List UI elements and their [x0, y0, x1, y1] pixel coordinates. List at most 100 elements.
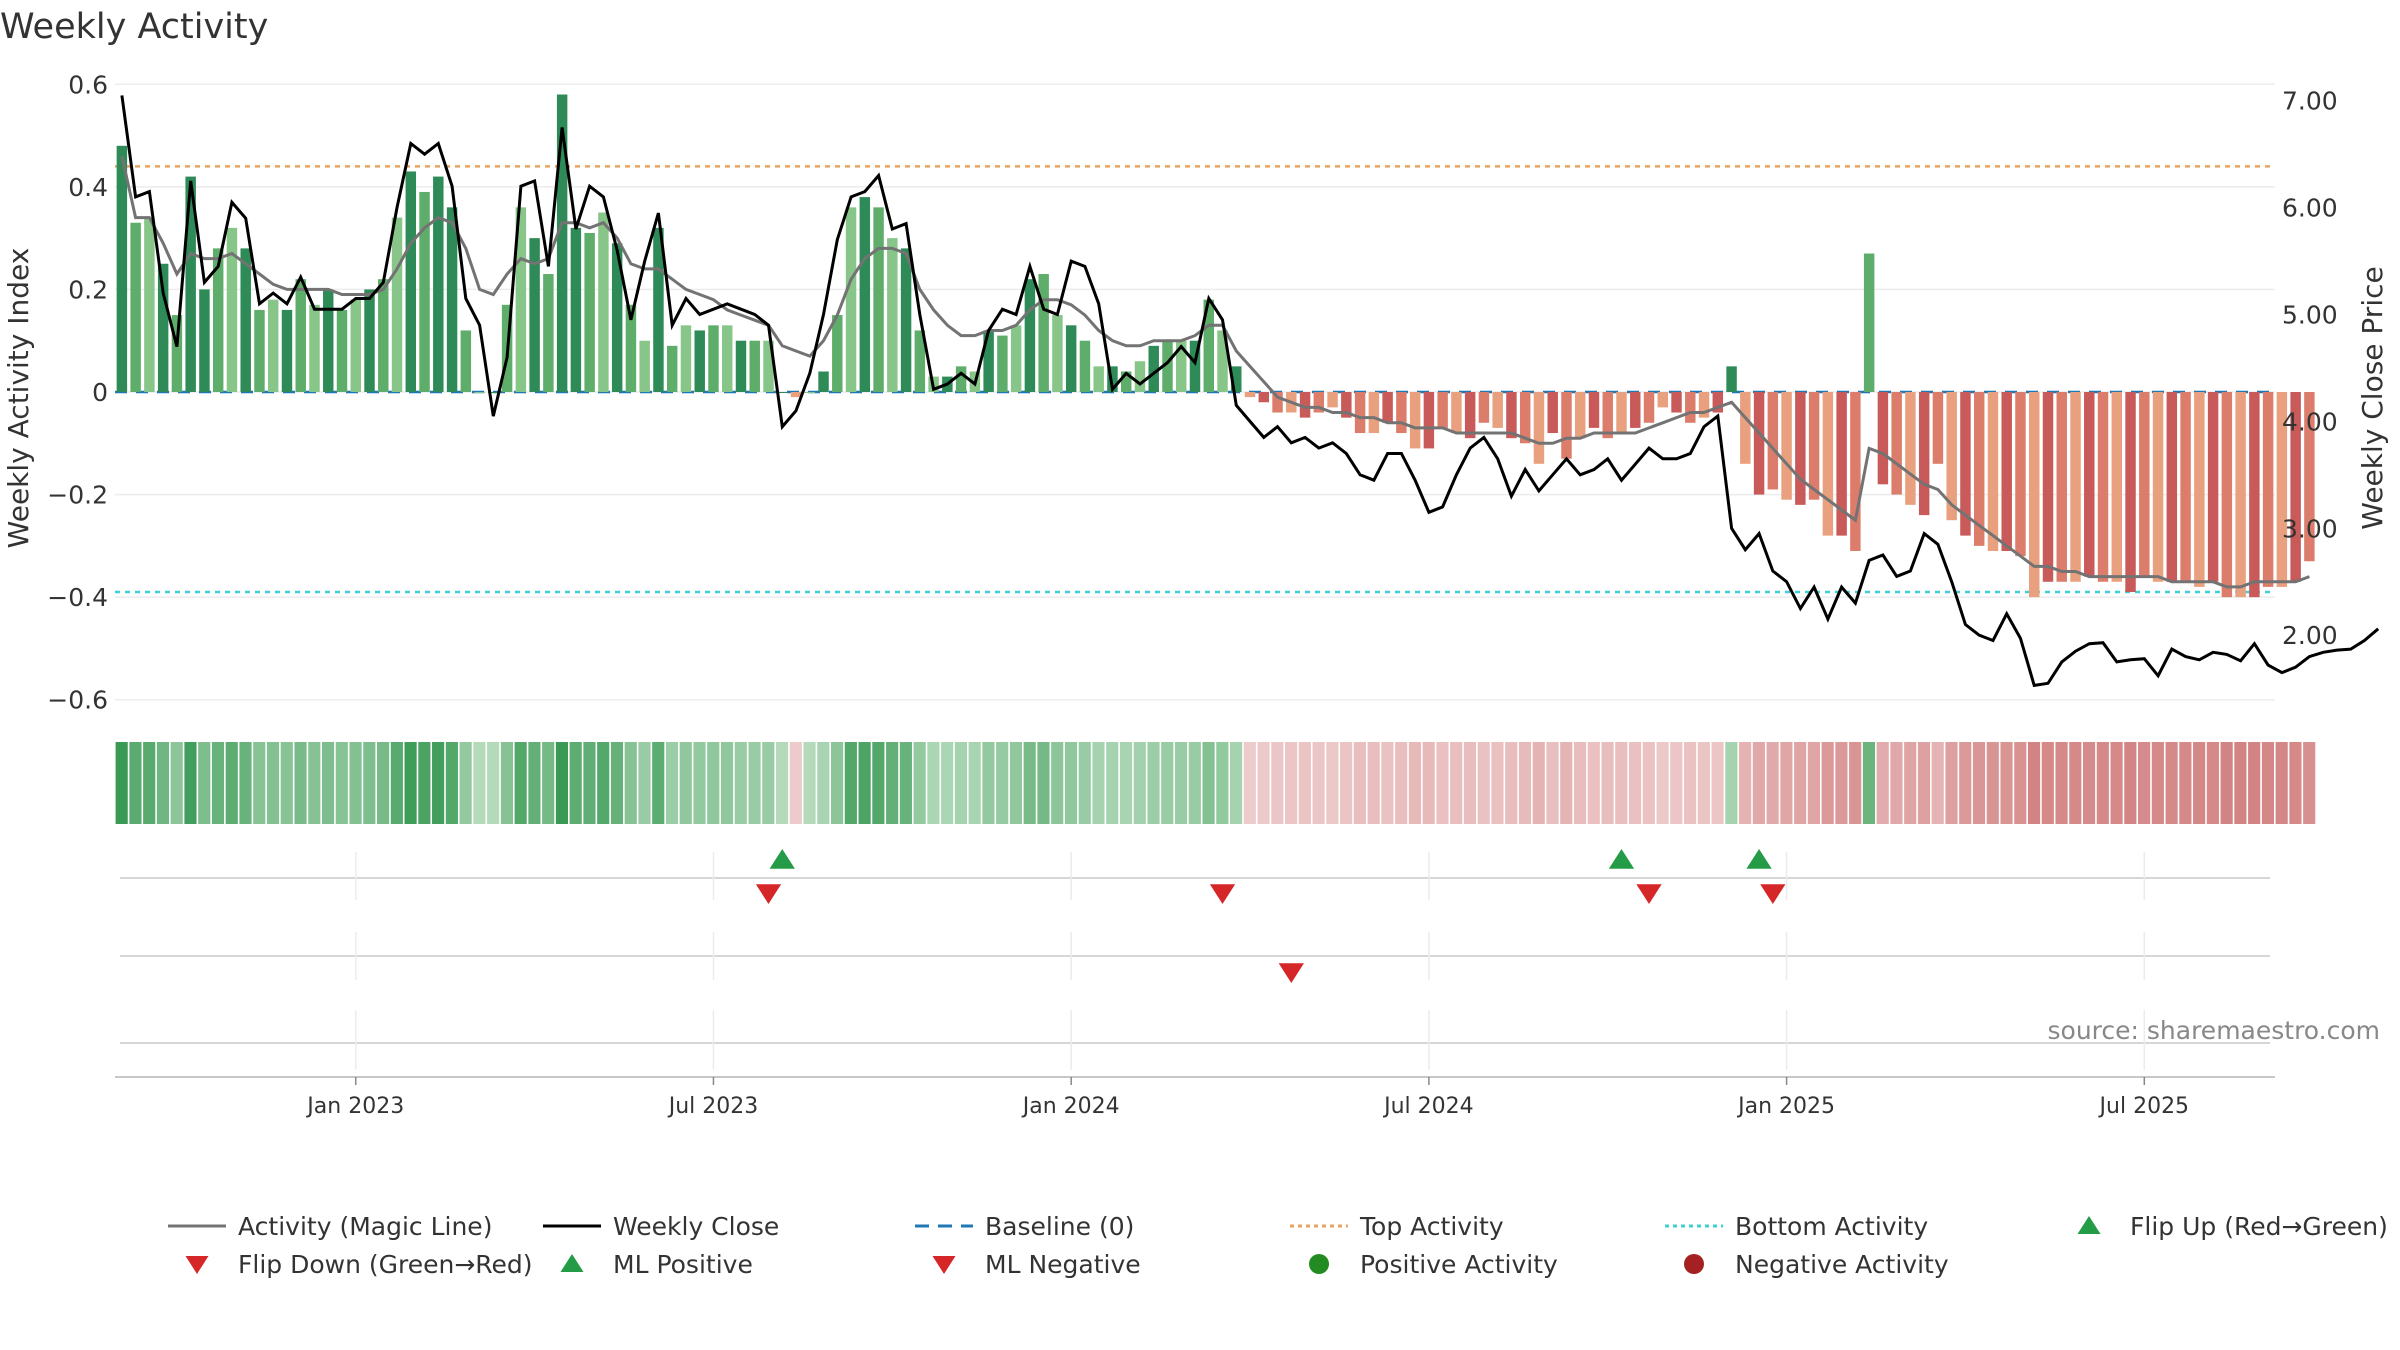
activity-bar-2 — [144, 217, 155, 392]
activity-bar-129 — [1891, 392, 1902, 495]
strip-cell-28 — [500, 742, 513, 824]
strip-cell-78 — [1188, 742, 1201, 824]
activity-bar-120 — [1767, 392, 1779, 490]
activity-bar-100 — [1492, 392, 1503, 428]
strip-cell-112 — [1656, 742, 1669, 824]
strip-cell-47 — [762, 742, 775, 824]
activity-bar-10 — [254, 309, 265, 392]
strip-cell-1 — [129, 742, 142, 824]
activity-heat-strip — [115, 742, 2316, 824]
y2-tick-label-0: 7.00 — [2282, 87, 2338, 116]
activity-bars — [116, 94, 2315, 598]
strip-cell-114 — [1684, 742, 1697, 824]
activity-bar-135 — [1973, 392, 1985, 546]
strip-cell-6 — [198, 742, 211, 824]
strip-cell-92 — [1381, 742, 1394, 824]
activity-bar-109 — [1616, 392, 1627, 434]
strip-cell-121 — [1780, 742, 1793, 824]
activity-bar-82 — [1244, 392, 1256, 398]
activity-bar-83 — [1258, 392, 1270, 403]
ml-negative-marker-0 — [1278, 963, 1304, 983]
strip-cell-60 — [941, 742, 954, 824]
activity-bar-97 — [1451, 392, 1462, 434]
y2-tick-label-1: 6.00 — [2282, 194, 2338, 223]
activity-bar-70 — [1079, 340, 1091, 392]
strip-cell-41 — [679, 742, 692, 824]
y2-tick-label-2: 5.00 — [2282, 301, 2338, 330]
strip-cell-64 — [996, 742, 1009, 824]
activity-bar-124 — [1822, 392, 1834, 536]
activity-bar-25 — [460, 330, 472, 392]
strip-cell-62 — [968, 742, 981, 824]
strip-cell-109 — [1615, 742, 1628, 824]
activity-bar-107 — [1588, 392, 1600, 428]
strip-cell-142 — [2069, 742, 2082, 824]
strip-cell-36 — [610, 742, 624, 824]
strip-cell-87 — [1312, 742, 1325, 824]
activity-bar-29 — [515, 207, 527, 392]
strip-cell-55 — [872, 742, 885, 824]
legend: Activity (Magic Line) Weekly Close Baselin… — [168, 1212, 2388, 1279]
activity-bar-76 — [1162, 340, 1173, 392]
activity-bar-63 — [983, 330, 994, 392]
activity-bar-69 — [1065, 325, 1077, 392]
activity-bar-75 — [1148, 345, 1159, 392]
x-tick-label-4: Jan 2025 — [1736, 1094, 1835, 1119]
activity-bar-117 — [1726, 366, 1737, 392]
strip-cell-25 — [459, 742, 472, 824]
legend-label-4: Bottom Activity — [1735, 1212, 1928, 1241]
weekly-close-series — [120, 95, 2380, 688]
strip-cell-61 — [954, 742, 967, 824]
strip-cell-11 — [266, 742, 280, 824]
left-axis-ticks: 0.6 0.4 0.2 0 −0.2 −0.4 −0.6 — [47, 70, 108, 714]
strip-cell-71 — [1092, 742, 1105, 824]
right-axis-ticks: 7.00 6.00 5.00 4.00 3.00 2.00 — [2282, 87, 2338, 650]
activity-bar-16 — [336, 309, 348, 392]
strip-cell-88 — [1326, 742, 1339, 824]
legend-label-10: Negative Activity — [1735, 1250, 1949, 1279]
strip-cell-56 — [886, 742, 899, 824]
activity-bar-79 — [1203, 299, 1214, 392]
strip-cell-27 — [487, 742, 500, 824]
legend-label-6: Flip Down (Green→Red) — [238, 1250, 533, 1279]
activity-bar-6 — [199, 289, 210, 392]
activity-bar-31 — [543, 274, 554, 392]
activity-bar-42 — [694, 330, 705, 392]
strip-cell-152 — [2206, 742, 2219, 824]
chart-title: Weekly Activity — [0, 7, 268, 47]
activity-bar-84 — [1272, 392, 1283, 413]
flip-up-marker-2 — [1746, 849, 1772, 869]
strip-cell-49 — [789, 742, 802, 824]
flip-down-marker-3 — [1760, 884, 1786, 904]
activity-bar-55 — [873, 207, 884, 392]
y2-tick-label-3: 4.00 — [2282, 407, 2338, 436]
strip-cell-10 — [253, 742, 266, 824]
activity-bar-3 — [157, 263, 169, 392]
activity-bar-40 — [666, 345, 678, 392]
activity-bar-46 — [749, 340, 760, 392]
activity-bar-115 — [1698, 392, 1710, 418]
activity-bar-122 — [1795, 392, 1806, 505]
activity-bar-14 — [309, 304, 320, 392]
strip-cell-68 — [1051, 742, 1064, 824]
strip-cell-34 — [583, 742, 596, 824]
activity-bar-57 — [900, 248, 912, 392]
strip-cell-115 — [1697, 742, 1710, 824]
strip-cell-81 — [1229, 742, 1243, 824]
strip-cell-139 — [2027, 742, 2041, 824]
strip-cell-89 — [1340, 742, 1353, 824]
strip-cell-132 — [1931, 742, 1944, 824]
strip-cell-30 — [528, 742, 541, 824]
strip-cell-50 — [803, 742, 816, 824]
activity-bar-142 — [2070, 392, 2081, 582]
activity-bar-147 — [2139, 392, 2150, 577]
flip-up-marker-1 — [1608, 849, 1635, 869]
strip-cell-20 — [390, 742, 403, 824]
activity-bar-93 — [1396, 392, 1407, 434]
strip-cell-19 — [377, 742, 390, 824]
strip-cell-117 — [1725, 742, 1738, 824]
strip-cell-102 — [1518, 742, 1532, 824]
activity-bar-94 — [1409, 392, 1421, 449]
strip-cell-22 — [418, 742, 431, 824]
